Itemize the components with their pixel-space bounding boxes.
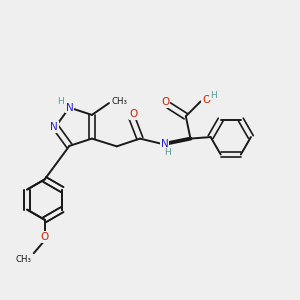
Text: N: N xyxy=(65,103,73,112)
Text: H: H xyxy=(210,91,217,100)
Text: N: N xyxy=(161,139,169,148)
Text: N: N xyxy=(50,122,58,132)
Text: H: H xyxy=(164,148,171,158)
Text: H: H xyxy=(57,97,64,106)
Text: O: O xyxy=(202,95,210,105)
Text: O: O xyxy=(40,232,49,242)
Text: CH₃: CH₃ xyxy=(16,255,32,264)
Text: CH₃: CH₃ xyxy=(111,97,128,106)
Text: O: O xyxy=(161,97,169,107)
Text: O: O xyxy=(130,109,138,119)
